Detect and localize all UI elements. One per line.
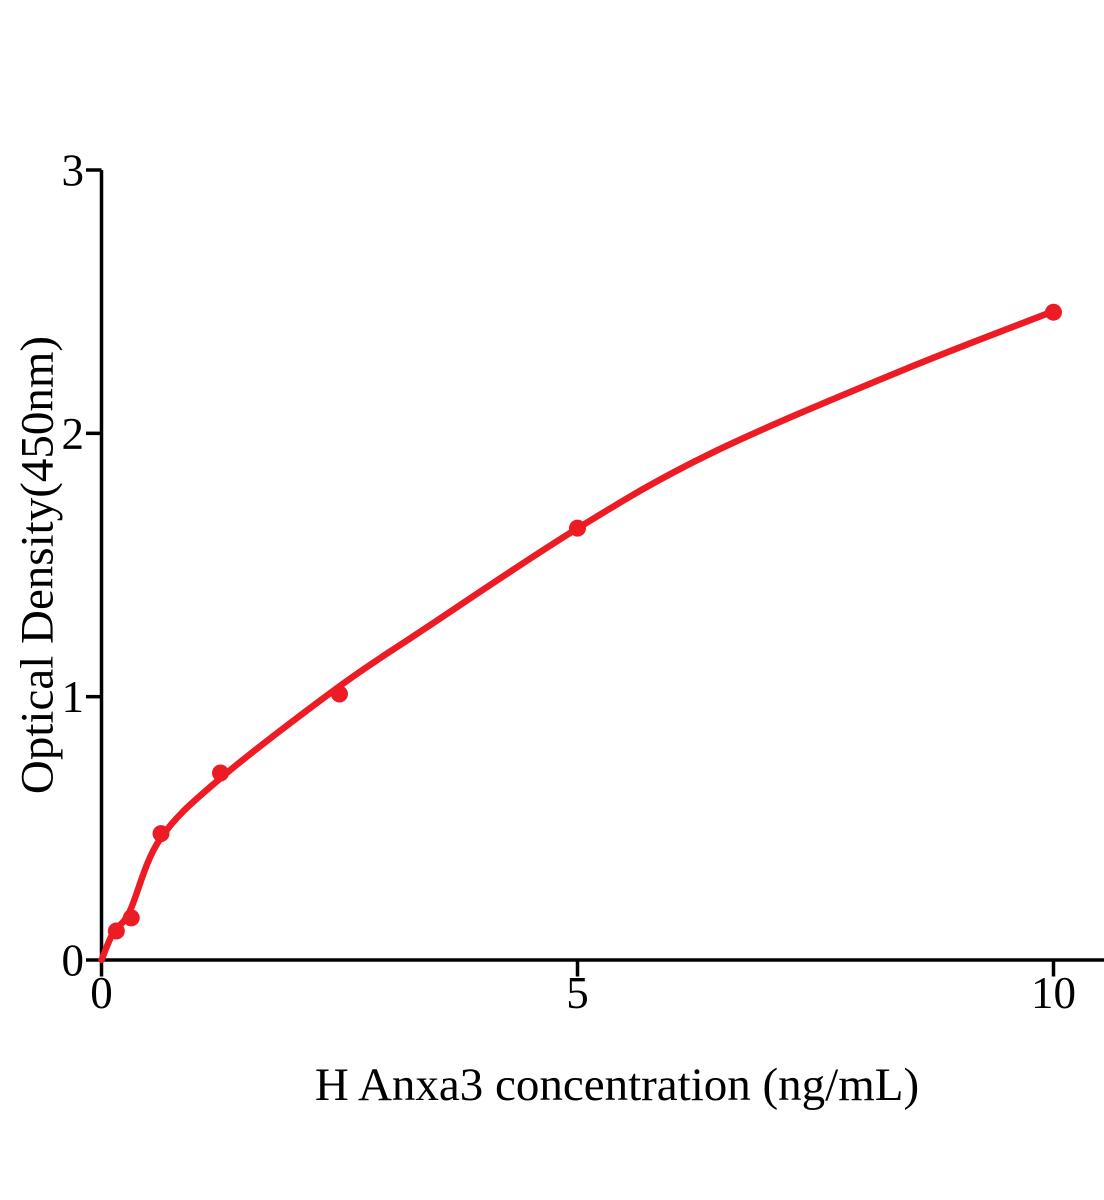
- x-tick-label: 10: [1031, 968, 1076, 1018]
- x-axis-title: H Anxa3 concentration (ng/mL): [314, 1059, 920, 1111]
- y-axis-title: Optical Density(450nm): [11, 335, 64, 795]
- data-point-marker: [1045, 303, 1062, 321]
- fit-curve-line: [98, 307, 1057, 964]
- data-point-marker: [107, 922, 125, 940]
- y-tick-label: 3: [62, 146, 85, 196]
- x-tick-label: 0: [90, 968, 113, 1018]
- data-point-marker: [122, 909, 140, 927]
- data-point-marker: [331, 685, 348, 703]
- data-point-marker: [152, 825, 170, 843]
- data-point-marker: [212, 764, 229, 782]
- x-tick-label: 5: [566, 968, 589, 1018]
- y-tick-label: 1: [62, 672, 85, 722]
- y-tick-label: 0: [62, 936, 85, 986]
- data-point-marker: [569, 519, 586, 537]
- y-tick-label: 2: [62, 409, 85, 459]
